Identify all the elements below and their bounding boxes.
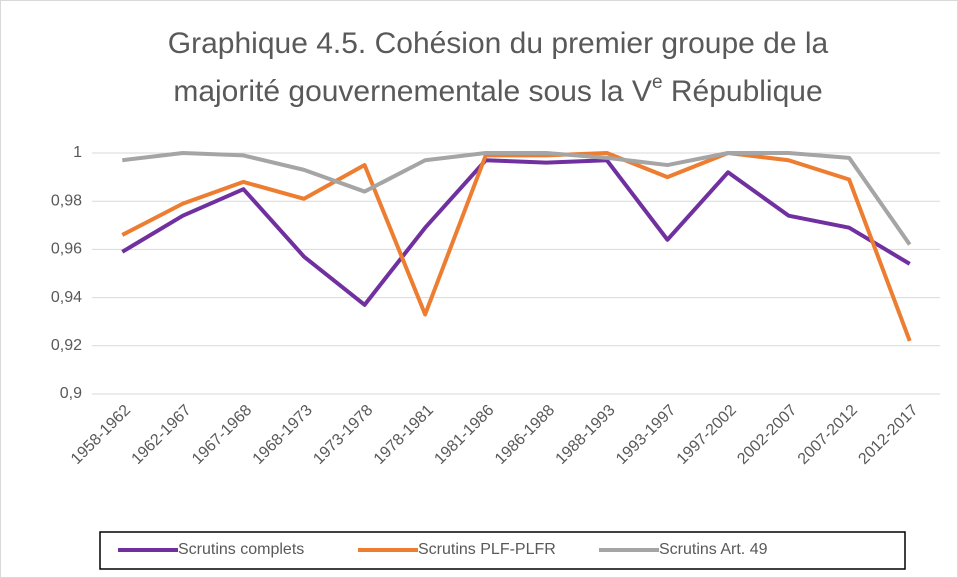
y-tick-label: 1 [73,144,82,161]
series-line [121,158,911,307]
legend-label: Scrutins complets [178,541,304,558]
legend-label: Scrutins Art. 49 [659,541,768,558]
chart-title: Graphique 4.5. Cohésion du premier group… [168,27,829,60]
y-tick-label: 0,94 [51,289,82,306]
y-tick-label: 0,96 [51,241,82,258]
y-tick-label: 0,92 [51,337,82,354]
series-line [122,151,912,246]
title-part: République [663,75,823,108]
chart-title: majorité gouvernementale sous la Ve Répu… [173,72,822,108]
legend-box [99,531,906,570]
title-sup: e [652,72,663,93]
y-tick-label: 0,98 [51,192,82,209]
series-line [121,151,912,342]
title-part: majorité gouvernementale sous la V [173,75,652,108]
y-tick-label: 0,9 [60,385,82,402]
legend-label: Scrutins PLF-PLFR [418,541,556,558]
